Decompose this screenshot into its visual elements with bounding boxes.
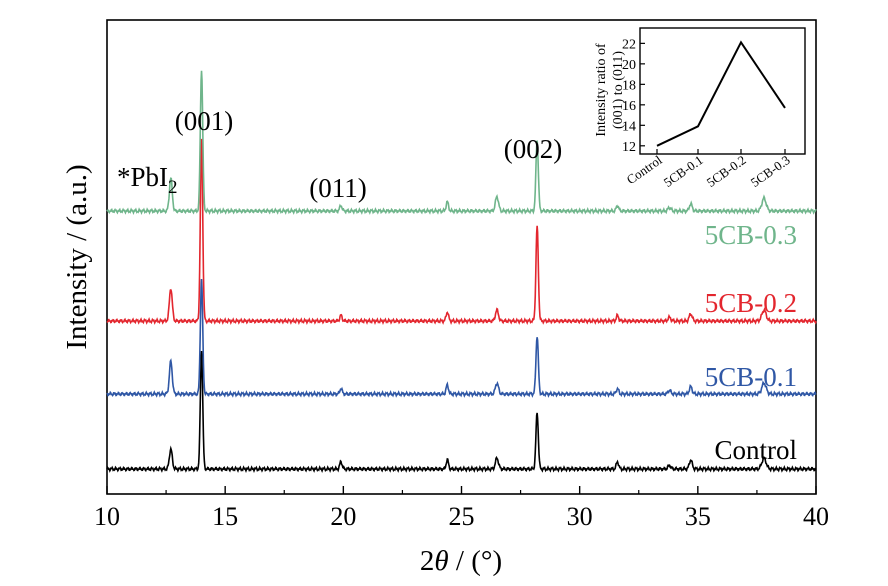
x-tick-label: 30 xyxy=(567,502,593,531)
inset-y-title-line2: (001) to (011) xyxy=(611,51,626,129)
x-tick-label: 35 xyxy=(685,502,711,531)
annotation-011: (011) xyxy=(309,173,366,203)
inset-y-tick-label: 14 xyxy=(622,119,636,134)
annotation-pbi2-subscript: 2 xyxy=(168,177,178,198)
series-label-5cb-0-1: 5CB-0.1 xyxy=(705,362,797,392)
inset-y-tick-label: 22 xyxy=(622,37,636,52)
x-axis-title-lead: 2 xyxy=(420,545,435,577)
inset-category-label: 5CB-0.1 xyxy=(661,152,706,190)
x-tick-label: 15 xyxy=(212,502,238,531)
series-label-control: Control xyxy=(714,435,797,465)
x-axis-title-theta: θ xyxy=(434,545,448,577)
inset-y-tick-label: 16 xyxy=(622,99,636,114)
main-x-ticks: 10 15 20 25 30 35 40 xyxy=(94,486,829,531)
series-label-5cb-0-2: 5CB-0.2 xyxy=(705,288,797,318)
x-tick-label: 20 xyxy=(330,502,356,531)
xrd-line-control xyxy=(106,350,817,473)
annotation-pbi2: *PbI2 xyxy=(117,162,178,198)
inset-y-tick-label: 20 xyxy=(622,58,636,73)
series-label-5cb-0-3: 5CB-0.3 xyxy=(705,220,797,250)
inset-y-tick-label: 12 xyxy=(622,140,636,155)
xrd-line-5cb-0-1 xyxy=(106,279,817,398)
x-tick-label: 25 xyxy=(449,502,475,531)
annotation-pbi2-text: PbI xyxy=(131,162,169,192)
xrd-line-5cb-0-2 xyxy=(106,138,817,326)
x-axis-title-unit: / (°) xyxy=(449,545,502,577)
inset-y-tick-label: 18 xyxy=(622,78,636,93)
y-axis-title: Intensity / (a.u.) xyxy=(61,164,93,349)
x-tick-label: 40 xyxy=(803,502,829,531)
inset-category-label: 5CB-0.3 xyxy=(748,152,793,190)
inset-category-label: Control xyxy=(624,152,665,187)
xrd-patterns xyxy=(106,70,817,473)
xrd-line-5cb-0-3 xyxy=(106,70,817,215)
inset-ratio-line xyxy=(656,40,786,147)
annotation-pbi2-star: * xyxy=(117,162,131,192)
annotation-002: (002) xyxy=(504,134,562,164)
annotation-001: (001) xyxy=(175,106,233,136)
x-axis-title: 2θ / (°) xyxy=(420,545,502,577)
inset-frame xyxy=(639,27,806,155)
x-tick-label: 10 xyxy=(94,502,120,531)
inset-y-title-line1: Intensity ratio of xyxy=(594,43,609,137)
inset-category-label: 5CB-0.2 xyxy=(704,152,749,190)
